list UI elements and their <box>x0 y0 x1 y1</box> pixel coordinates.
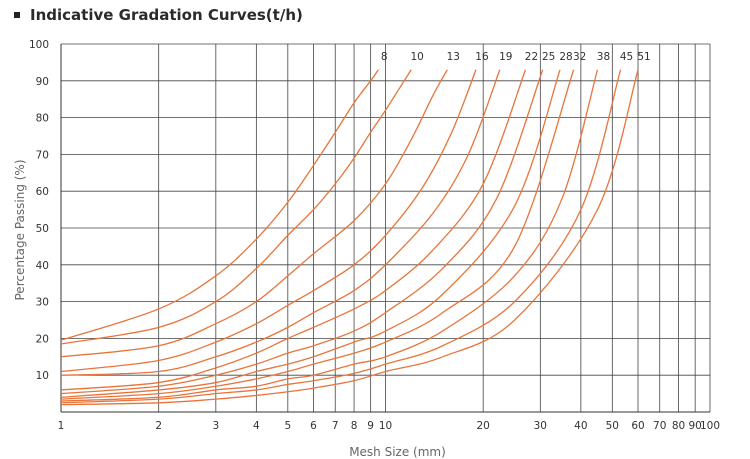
series-line-13 <box>60 69 448 358</box>
x-tick-label: 3 <box>212 420 219 432</box>
series-line-25 <box>60 69 544 395</box>
x-tick-label: 1 <box>58 420 65 432</box>
series-lines <box>60 69 639 406</box>
x-tick-label: 100 <box>700 420 720 432</box>
grid <box>61 43 711 412</box>
x-tick-label: 60 <box>631 420 644 432</box>
y-axis-label: Percentage Passing (%) <box>13 159 27 300</box>
series-label-38: 38 <box>597 51 610 63</box>
x-tick-label: 50 <box>606 420 619 432</box>
x-tick-label: 20 <box>476 420 489 432</box>
series-label-13: 13 <box>447 51 460 63</box>
curve-labels: 8 10 13 16 19 22 25 28 32 38 45 51 <box>381 51 651 63</box>
series-label-19: 19 <box>499 51 512 63</box>
series-line-8 <box>60 69 379 341</box>
series-line-32 <box>60 69 575 400</box>
y-tick-label: 40 <box>36 260 49 272</box>
series-line-22 <box>60 69 527 391</box>
chart-title-block: Indicative Gradation Curves(t/h) <box>14 5 303 25</box>
series-label-25: 25 <box>542 51 555 63</box>
y-tick-label: 10 <box>36 370 49 382</box>
x-tick-label: 10 <box>379 420 392 432</box>
axes: 1 2 3 4 5 6 7 8 9 10 20 30 40 50 60 70 80 901001020304050… <box>29 39 720 432</box>
series-line-38 <box>60 69 599 402</box>
series-label-10: 10 <box>411 51 424 63</box>
y-tick-label: 30 <box>36 297 49 309</box>
series-line-10 <box>60 69 412 345</box>
series-label-22: 22 <box>525 51 538 63</box>
series-line-19 <box>60 69 501 376</box>
series-label-45: 45 <box>620 51 633 63</box>
x-tick-label: 8 <box>351 420 358 432</box>
series-line-16 <box>60 69 477 373</box>
x-tick-label: 9 <box>367 420 374 432</box>
title-bullet-icon <box>14 12 20 18</box>
y-tick-label: 90 <box>36 76 49 88</box>
x-tick-label: 40 <box>574 420 587 432</box>
x-tick-label: 4 <box>253 420 260 432</box>
series-label-8: 8 <box>381 51 388 63</box>
x-tick-label: 2 <box>155 420 162 432</box>
series-line-28 <box>60 69 561 398</box>
x-tick-label: 6 <box>310 420 317 432</box>
x-tick-label: 5 <box>284 420 291 432</box>
x-axis-label: Mesh Size (mm) <box>349 445 446 459</box>
y-tick-label: 60 <box>36 186 49 198</box>
series-label-32: 32 <box>573 51 586 63</box>
y-tick-label: 50 <box>36 223 49 235</box>
x-tick-label: 7 <box>332 420 339 432</box>
y-tick-label: 80 <box>36 113 49 125</box>
series-label-16: 16 <box>475 51 489 63</box>
series-label-51: 51 <box>637 51 650 63</box>
x-tick-label: 80 <box>672 420 685 432</box>
series-line-51 <box>60 69 639 406</box>
chart-title: Indicative Gradation Curves(t/h) <box>30 6 303 24</box>
series-label-28: 28 <box>559 51 572 63</box>
x-tick-label: 90 <box>688 420 701 432</box>
y-tick-label: 70 <box>36 149 49 161</box>
y-tick-label: 100 <box>29 39 49 51</box>
series-line-45 <box>60 69 622 404</box>
x-tick-label: 30 <box>534 420 547 432</box>
y-tick-label: 20 <box>36 333 49 345</box>
x-tick-label: 70 <box>653 420 666 432</box>
